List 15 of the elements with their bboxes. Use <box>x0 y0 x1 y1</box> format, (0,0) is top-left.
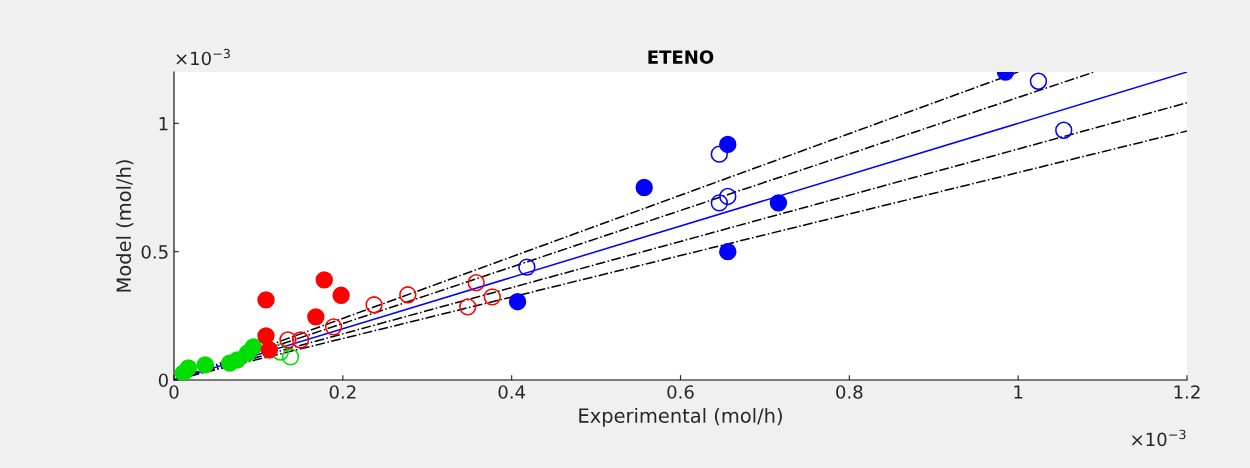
x-tick-label: 1.2 <box>1174 385 1200 399</box>
y-tick-label: 0 <box>158 373 168 388</box>
x-tick-label: 0.8 <box>836 385 863 399</box>
y-axis-title: Model (mol/h) <box>116 160 134 292</box>
chart-title: ETENO <box>648 50 714 64</box>
y-tick-label: 1 <box>159 117 168 131</box>
text: ×10$^{−3}$ <box>1132 429 1186 447</box>
x-tick-label: 0.2 <box>329 385 356 399</box>
x-tick-label: 0.4 <box>498 385 526 399</box>
y-tick-label: 0.5 <box>141 245 168 259</box>
x-axis-title: Experimental (mol/h) <box>579 407 782 427</box>
x-tick-label: 0.6 <box>667 385 694 399</box>
x-tick-label: 0 <box>169 385 179 399</box>
text: ×10$^{−3}$ <box>176 48 230 66</box>
x-tick-label: 1 <box>1014 385 1023 399</box>
